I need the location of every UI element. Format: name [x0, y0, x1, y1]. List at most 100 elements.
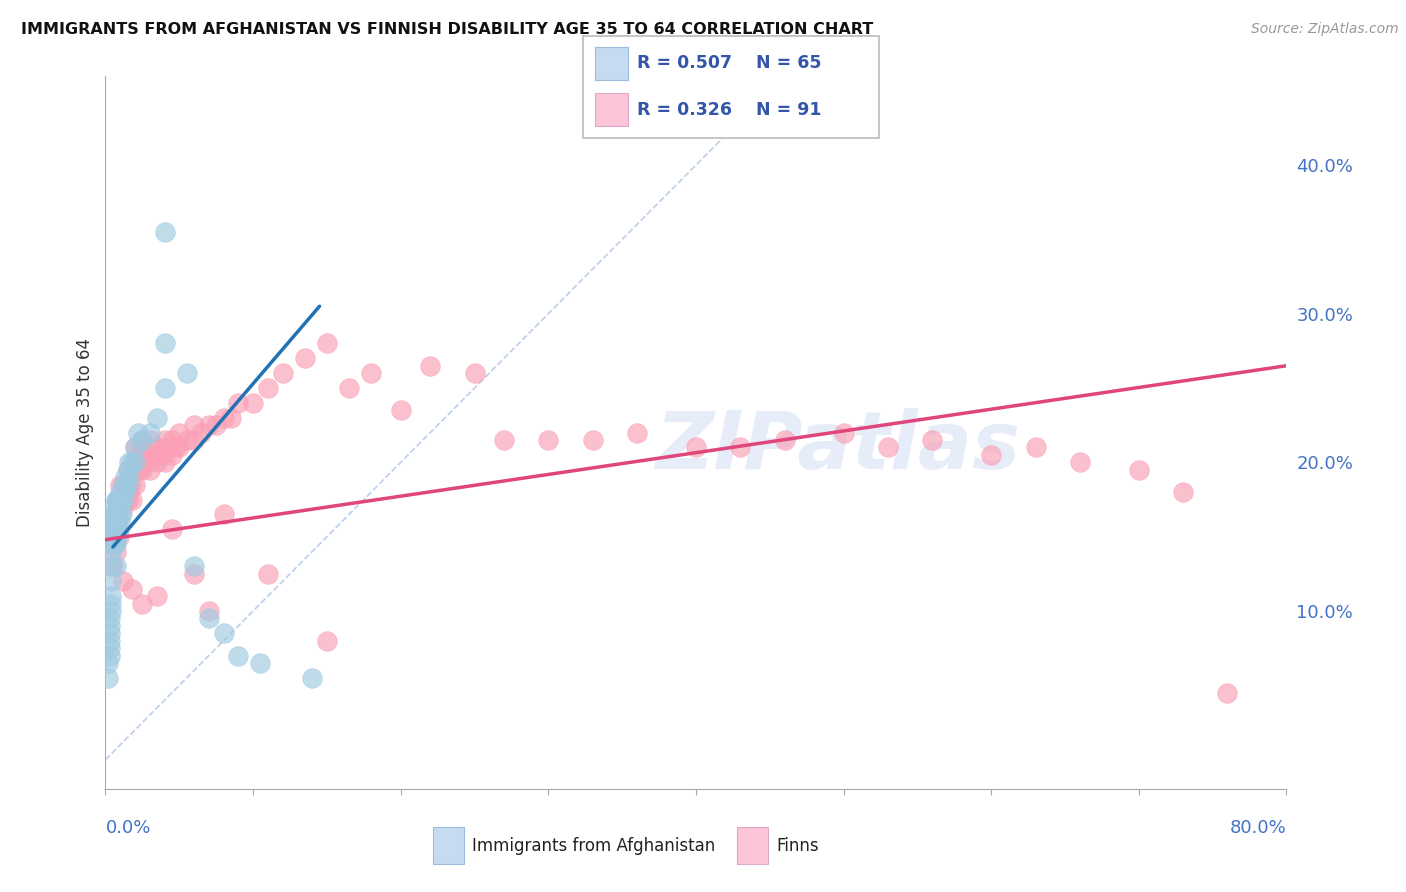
Point: [183, 566, 205, 581]
Text: ZIPatlas: ZIPatlas: [655, 408, 1021, 486]
Point: [183, 559, 205, 574]
Point: [138, 463, 162, 477]
Text: IMMIGRANTS FROM AFGHANISTAN VS FINNISH DISABILITY AGE 35 TO 64 CORRELATION CHART: IMMIGRANTS FROM AFGHANISTAN VS FINNISH D…: [21, 22, 873, 37]
Text: Finns: Finns: [776, 837, 818, 855]
Point: [249, 656, 271, 670]
Point: [160, 522, 183, 536]
Point: [107, 522, 129, 536]
Point: [226, 648, 250, 663]
Point: [176, 366, 198, 380]
Point: [301, 671, 323, 685]
Point: [103, 522, 125, 536]
Point: [104, 522, 127, 536]
Text: Source: ZipAtlas.com: Source: ZipAtlas.com: [1251, 22, 1399, 37]
Point: [1024, 441, 1046, 455]
Point: [98, 641, 121, 656]
Point: [212, 508, 235, 522]
Point: [127, 463, 149, 477]
Point: [103, 537, 125, 551]
Point: [124, 441, 146, 455]
Point: [219, 410, 242, 425]
Point: [104, 537, 127, 551]
Point: [97, 671, 120, 685]
Point: [115, 492, 138, 507]
Point: [921, 433, 943, 447]
Point: [389, 403, 412, 417]
Point: [877, 441, 900, 455]
Point: [104, 544, 127, 558]
Point: [100, 604, 122, 618]
Point: [256, 381, 278, 395]
Point: [146, 441, 169, 455]
Point: [103, 515, 125, 529]
Point: [117, 492, 139, 507]
Point: [537, 433, 560, 447]
Point: [100, 559, 122, 574]
Text: R = 0.507    N = 65: R = 0.507 N = 65: [637, 54, 821, 72]
Point: [107, 508, 129, 522]
Point: [212, 626, 235, 640]
Point: [153, 336, 176, 351]
Point: [832, 425, 855, 440]
Point: [114, 485, 136, 500]
Point: [100, 574, 122, 589]
Point: [100, 597, 122, 611]
Point: [153, 433, 176, 447]
Point: [101, 537, 124, 551]
Point: [112, 574, 135, 589]
Point: [205, 418, 228, 433]
Point: [121, 492, 143, 507]
Point: [101, 515, 124, 529]
Point: [100, 544, 122, 558]
Point: [97, 656, 120, 670]
Text: Immigrants from Afghanistan: Immigrants from Afghanistan: [472, 837, 716, 855]
Point: [242, 396, 264, 410]
Point: [169, 425, 191, 440]
Point: [101, 530, 124, 544]
Point: [212, 410, 235, 425]
FancyBboxPatch shape: [583, 36, 879, 138]
Point: [121, 455, 143, 469]
Point: [315, 336, 337, 351]
Point: [111, 492, 134, 507]
Point: [105, 515, 128, 529]
Point: [114, 485, 136, 500]
Text: 80.0%: 80.0%: [1230, 819, 1286, 837]
Point: [256, 566, 278, 581]
Point: [112, 500, 135, 514]
Point: [197, 604, 219, 618]
Point: [105, 508, 128, 522]
FancyBboxPatch shape: [595, 93, 627, 126]
Point: [127, 425, 149, 440]
Text: R = 0.326    N = 91: R = 0.326 N = 91: [637, 101, 821, 119]
Point: [117, 463, 139, 477]
Point: [1128, 463, 1150, 477]
Point: [98, 626, 121, 640]
Point: [118, 470, 141, 484]
Point: [146, 589, 169, 603]
Point: [114, 470, 136, 484]
Point: [146, 410, 169, 425]
Point: [271, 366, 294, 380]
Point: [120, 477, 142, 491]
Point: [773, 433, 796, 447]
Point: [101, 559, 124, 574]
Point: [101, 508, 124, 522]
Point: [1216, 686, 1239, 700]
FancyBboxPatch shape: [595, 47, 627, 79]
Point: [103, 500, 125, 514]
Point: [492, 433, 515, 447]
Point: [142, 448, 165, 462]
Point: [160, 448, 183, 462]
Point: [110, 492, 132, 507]
Point: [117, 477, 139, 491]
Point: [117, 463, 139, 477]
Point: [100, 589, 122, 603]
Point: [153, 381, 176, 395]
Point: [101, 515, 124, 529]
Point: [103, 522, 125, 536]
FancyBboxPatch shape: [433, 827, 464, 864]
Point: [110, 477, 132, 491]
Point: [131, 433, 153, 447]
Point: [98, 619, 121, 633]
